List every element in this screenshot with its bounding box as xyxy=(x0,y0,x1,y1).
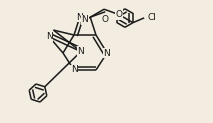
Text: Cl: Cl xyxy=(147,13,156,22)
Text: N: N xyxy=(82,15,88,24)
Text: N: N xyxy=(76,13,83,22)
Text: N: N xyxy=(104,48,110,57)
Text: O: O xyxy=(116,10,123,19)
Text: O: O xyxy=(102,15,109,24)
Text: N: N xyxy=(46,32,53,41)
Text: N: N xyxy=(71,66,77,75)
Text: N: N xyxy=(78,47,84,56)
